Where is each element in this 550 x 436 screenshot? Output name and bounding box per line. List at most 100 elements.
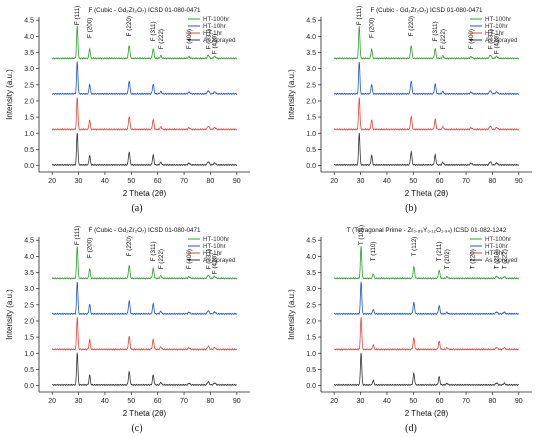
- y-tick-label: 3.0: [306, 66, 316, 73]
- y-tick-label: 0.0: [306, 163, 316, 170]
- panel-label: (d): [405, 423, 417, 434]
- series-line-ht-10hr: [51, 61, 238, 96]
- peak-label: F (331): [205, 29, 212, 49]
- y-tick-label: 0.5: [306, 147, 316, 154]
- x-tick-label: 40: [101, 178, 109, 185]
- peak-label: T (101): [358, 225, 365, 245]
- y-tick-label: 2.5: [306, 82, 316, 89]
- y-tick-label: 0.5: [24, 367, 34, 374]
- x-tick-label: 50: [409, 178, 417, 185]
- x-tick-label: 60: [436, 398, 444, 405]
- panel-label: (a): [131, 203, 142, 214]
- peak-label: F (200): [87, 18, 94, 38]
- x-tick-label: 40: [101, 398, 109, 405]
- x-axis-label: 2 Theta (2θ): [123, 189, 167, 198]
- y-tick-label: 4.0: [24, 254, 34, 261]
- peak-label: F (311): [150, 241, 157, 261]
- y-tick-label: 4.5: [24, 238, 34, 245]
- series-line-as-sprayed: [333, 132, 519, 167]
- legend-entry: HT-100hr: [485, 236, 511, 243]
- x-tick-label: 30: [357, 398, 365, 405]
- peak-label: F (200): [369, 18, 376, 38]
- legend-entry: HT-1hr: [485, 250, 504, 257]
- x-tick-label: 70: [180, 178, 188, 185]
- x-tick-label: 60: [154, 398, 162, 405]
- peak-label: F (200): [87, 238, 94, 258]
- x-tick-label: 50: [409, 398, 417, 405]
- y-tick-label: 0.5: [306, 367, 316, 374]
- legend-entry: HT-1hr: [485, 30, 504, 37]
- peak-label: F (331): [487, 29, 494, 49]
- x-tick-label: 40: [383, 398, 391, 405]
- y-tick-label: 3.0: [24, 286, 34, 293]
- x-tick-label: 30: [357, 178, 365, 185]
- x-tick-label: 30: [75, 178, 83, 185]
- x-tick-label: 90: [515, 178, 523, 185]
- y-tick-label: 1.5: [306, 335, 316, 342]
- peak-label: F (222): [158, 29, 165, 49]
- legend-entry: As Sprayed: [485, 37, 518, 44]
- legend-entry: As Sprayed: [203, 37, 236, 44]
- y-tick-label: 0.0: [24, 383, 34, 390]
- x-tick-label: 50: [127, 398, 135, 405]
- y-tick-label: 3.5: [24, 270, 34, 277]
- x-tick-label: 20: [48, 178, 56, 185]
- y-tick-label: 3.5: [24, 50, 34, 57]
- chart-title: T (Tetragonal Prime - Zr₀.₈₈Y₀.₁₂O₁.₉₄) …: [347, 227, 507, 234]
- chart-panel-a: F (Cubic - Gd₂Zr₂O₇) ICSD 01-080-0471 20 3…: [5, 6, 250, 214]
- y-tick-label: 2.0: [306, 318, 316, 325]
- y-tick-label: 2.5: [24, 82, 34, 89]
- peak-label: F (420): [212, 34, 219, 54]
- y-tick-label: 1.5: [24, 115, 34, 122]
- y-tick-label: 3.5: [306, 270, 316, 277]
- peak-label: F (220): [126, 16, 133, 36]
- y-tick-label: 2.5: [24, 302, 34, 309]
- peak-label: F (111): [74, 226, 81, 245]
- legend-entry: HT-1hr: [203, 250, 222, 257]
- x-axis-label: 2 Theta (2θ): [405, 189, 449, 198]
- x-tick-label: 60: [154, 178, 162, 185]
- series-line-ht-10hr: [333, 281, 519, 316]
- series-line-ht-1hr: [52, 97, 238, 131]
- legend-entry: HT-100hr: [203, 16, 229, 23]
- y-tick-label: 4.5: [306, 18, 316, 25]
- legend-entry: HT-100hr: [485, 16, 511, 23]
- y-tick-label: 2.5: [306, 302, 316, 309]
- peak-label: T (213): [494, 249, 501, 269]
- peak-label: F (311): [432, 21, 439, 41]
- x-tick-label: 80: [489, 178, 497, 185]
- peak-label: T (202): [444, 249, 451, 269]
- peak-label: F (222): [158, 249, 165, 269]
- peak-label: F (111): [74, 6, 81, 25]
- x-tick-label: 30: [75, 398, 83, 405]
- x-tick-label: 90: [515, 398, 523, 405]
- peak-label: F (331): [205, 249, 212, 269]
- x-tick-label: 40: [383, 178, 391, 185]
- y-tick-label: 2.0: [306, 98, 316, 105]
- peak-label: F (400): [186, 249, 193, 269]
- peak-label: F (311): [150, 21, 157, 41]
- panel-label: (c): [131, 423, 142, 434]
- y-tick-label: 3.0: [24, 66, 34, 73]
- legend-entry: HT-10hr: [485, 243, 508, 250]
- legend-entry: As Sprayed: [485, 257, 518, 264]
- peak-label: T (112): [411, 237, 418, 257]
- y-axis-label: Intensity (a.u.): [5, 69, 14, 120]
- x-tick-label: 20: [48, 398, 56, 405]
- chart-title: F (Cubic - Gd₂Zr₂O₇) ICSD 01-080-0471: [88, 7, 201, 14]
- y-tick-label: 2.0: [24, 318, 34, 325]
- peak-label: T (110): [370, 242, 377, 262]
- x-tick-label: 90: [233, 178, 241, 185]
- y-tick-label: 3.0: [306, 286, 316, 293]
- x-tick-label: 70: [462, 398, 470, 405]
- y-tick-label: 1.5: [306, 115, 316, 122]
- y-axis-label: Intensity (a.u.): [5, 289, 14, 340]
- y-tick-label: 3.5: [306, 50, 316, 57]
- x-tick-label: 80: [489, 398, 497, 405]
- y-tick-label: 1.5: [24, 335, 34, 342]
- x-tick-label: 80: [207, 178, 215, 185]
- peak-label: F (420): [212, 254, 219, 274]
- y-tick-label: 1.0: [24, 131, 34, 138]
- series-line-ht-10hr: [51, 281, 237, 316]
